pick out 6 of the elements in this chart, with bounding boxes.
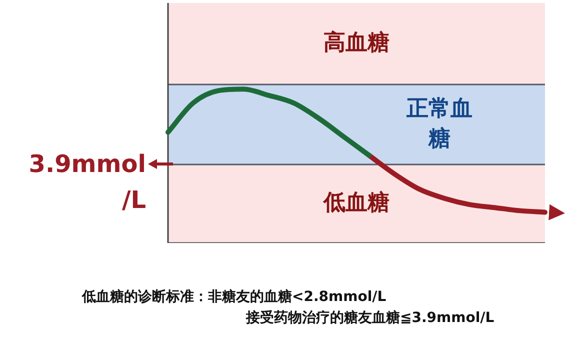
text: 3.9mmol/L [28, 149, 146, 216]
text: 低血糖的诊断标准：非糖友的血糖<2.8mmol/L [80, 288, 388, 307]
band-label: 正常血糖 [405, 96, 472, 152]
text: 接受药物治疗的糖友血糖≦3.9mmol/L [244, 309, 496, 328]
band-label: 高血糖 [324, 29, 390, 56]
band-label: 低血糖 [322, 190, 390, 216]
